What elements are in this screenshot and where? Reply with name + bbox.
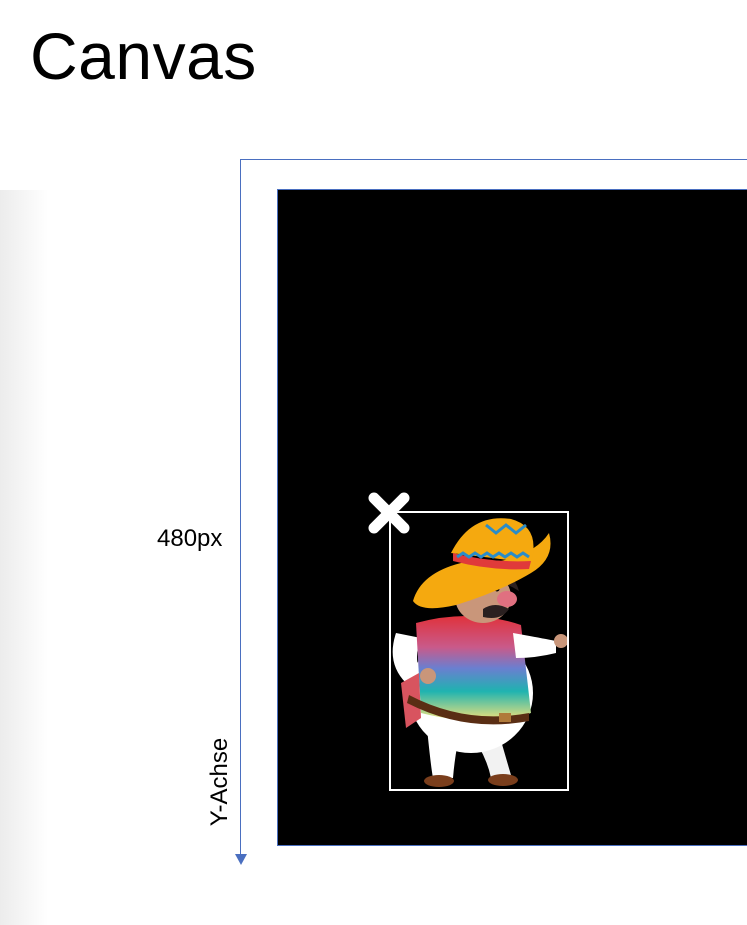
x-axis-line <box>240 159 747 160</box>
y-axis-arrow-icon <box>235 854 247 865</box>
y-axis-label: Y-Achse <box>206 737 233 827</box>
page-title: Canvas <box>30 19 257 93</box>
x-cross-icon <box>368 492 410 534</box>
left-edge-shadow <box>0 190 48 925</box>
sprite-bounding-box <box>389 511 569 791</box>
y-axis-line <box>240 159 241 856</box>
height-label: 480px <box>157 525 223 552</box>
mariachi-character-icon <box>392 518 567 787</box>
